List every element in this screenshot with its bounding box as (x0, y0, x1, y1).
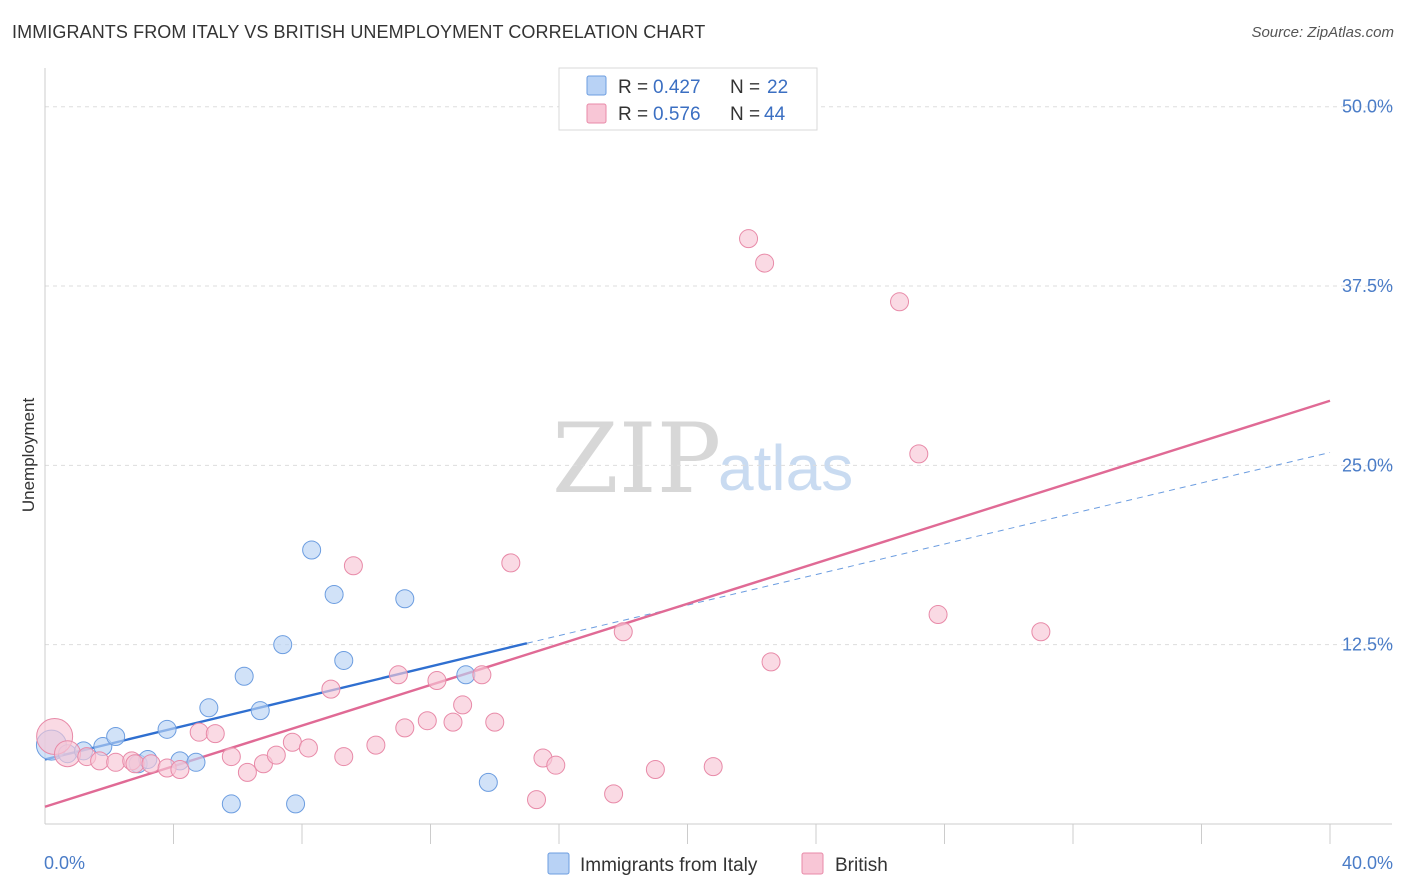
chart-source: Source: ZipAtlas.com (1251, 24, 1394, 41)
point-british-3 (90, 751, 110, 771)
point-british-36 (645, 759, 665, 779)
point-british-9 (170, 759, 190, 779)
y-axis-label: Unemployment (19, 398, 38, 513)
point-british-25 (427, 671, 447, 691)
point-british-30 (501, 553, 521, 573)
point-british-7 (141, 754, 161, 774)
point-british-10 (189, 722, 209, 742)
data-points (35, 229, 1051, 814)
point-british-1 (53, 740, 81, 768)
point-british-15 (266, 745, 286, 765)
stats-legend: R = 0.427 N = 22 R = 0.576 N = 44 (558, 67, 818, 131)
point-british-22 (388, 665, 408, 685)
legend-r-value-italy: 0.427 (653, 77, 701, 98)
point-italy-11 (221, 794, 241, 814)
point-italy-14 (273, 635, 293, 655)
bottom-legend-label-british: British (835, 855, 888, 876)
legend-n-value-british: 44 (764, 104, 786, 125)
point-british-33 (546, 755, 566, 775)
point-british-31 (527, 790, 547, 810)
series-legend: Immigrants from Italy British (547, 852, 888, 876)
point-british-26 (443, 712, 463, 732)
axes (44, 68, 1392, 844)
point-italy-18 (334, 650, 354, 670)
point-italy-10 (199, 698, 219, 718)
point-british-21 (366, 735, 386, 755)
bottom-legend-label-italy: Immigrants from Italy (580, 855, 758, 876)
point-british-16 (282, 732, 302, 752)
point-british-39 (755, 253, 775, 273)
point-italy-9 (186, 752, 206, 772)
legend-swatch-british (586, 103, 607, 124)
point-british-43 (928, 605, 948, 625)
point-british-37 (703, 757, 723, 777)
trend-line-british (44, 399, 1331, 808)
point-british-34 (604, 784, 624, 804)
point-british-4 (106, 752, 126, 772)
y-tick-label-1: 25.0% (1342, 455, 1393, 475)
point-british-29 (485, 712, 505, 732)
point-italy-20 (456, 665, 476, 685)
watermark: ZIP atlas (552, 403, 853, 515)
legend-r-label-italy: R = (618, 77, 648, 98)
point-british-17 (298, 738, 318, 758)
point-italy-13 (250, 701, 270, 721)
legend-r-label-british: R = (618, 104, 648, 125)
legend-swatch-italy (586, 75, 607, 96)
x-tick-label-1: 40.0% (1342, 853, 1393, 873)
watermark-atlas: atlas (718, 432, 853, 504)
y-tick-label-0: 12.5% (1342, 635, 1393, 655)
point-italy-21 (478, 772, 498, 792)
watermark-zip: ZIP (552, 403, 721, 515)
point-british-42 (909, 444, 929, 464)
point-british-41 (890, 292, 910, 312)
point-british-40 (761, 652, 781, 672)
point-british-23 (395, 718, 415, 738)
grid-lines (45, 106, 1392, 646)
legend-n-value-italy: 22 (767, 77, 788, 98)
point-italy-17 (324, 584, 344, 604)
point-british-20 (343, 556, 363, 576)
trend-line-italy (44, 642, 528, 761)
point-british-35 (613, 622, 633, 642)
point-british-27 (453, 695, 473, 715)
point-british-19 (334, 747, 354, 767)
point-british-44 (1031, 622, 1051, 642)
point-british-12 (221, 747, 241, 767)
point-italy-12 (234, 666, 254, 686)
bottom-legend-swatch-italy (547, 852, 570, 875)
legend-r-value-british: 0.576 (653, 104, 701, 125)
point-british-24 (417, 711, 437, 731)
point-british-38 (739, 229, 759, 249)
point-british-18 (321, 679, 341, 699)
bottom-legend-swatch-british (801, 852, 824, 875)
chart-title: IMMIGRANTS FROM ITALY VS BRITISH UNEMPLO… (12, 22, 706, 42)
tick-labels: 12.5% 25.0% 37.5% 50.0% 0.0% 40.0% (44, 97, 1393, 873)
legend-n-label-british: N = (730, 104, 760, 125)
point-italy-16 (302, 540, 322, 560)
point-italy-7 (157, 719, 177, 739)
point-italy-4 (106, 726, 126, 746)
y-tick-label-3: 50.0% (1342, 97, 1393, 117)
x-tick-label-0: 0.0% (44, 853, 85, 873)
point-british-13 (237, 762, 257, 782)
point-british-28 (472, 665, 492, 685)
point-british-6 (125, 754, 145, 774)
trend-lines (44, 399, 1331, 808)
point-italy-15 (286, 794, 306, 814)
y-tick-label-2: 37.5% (1342, 276, 1393, 296)
point-british-11 (205, 724, 225, 744)
legend-n-label-italy: N = (730, 77, 760, 98)
point-italy-19 (395, 589, 415, 609)
